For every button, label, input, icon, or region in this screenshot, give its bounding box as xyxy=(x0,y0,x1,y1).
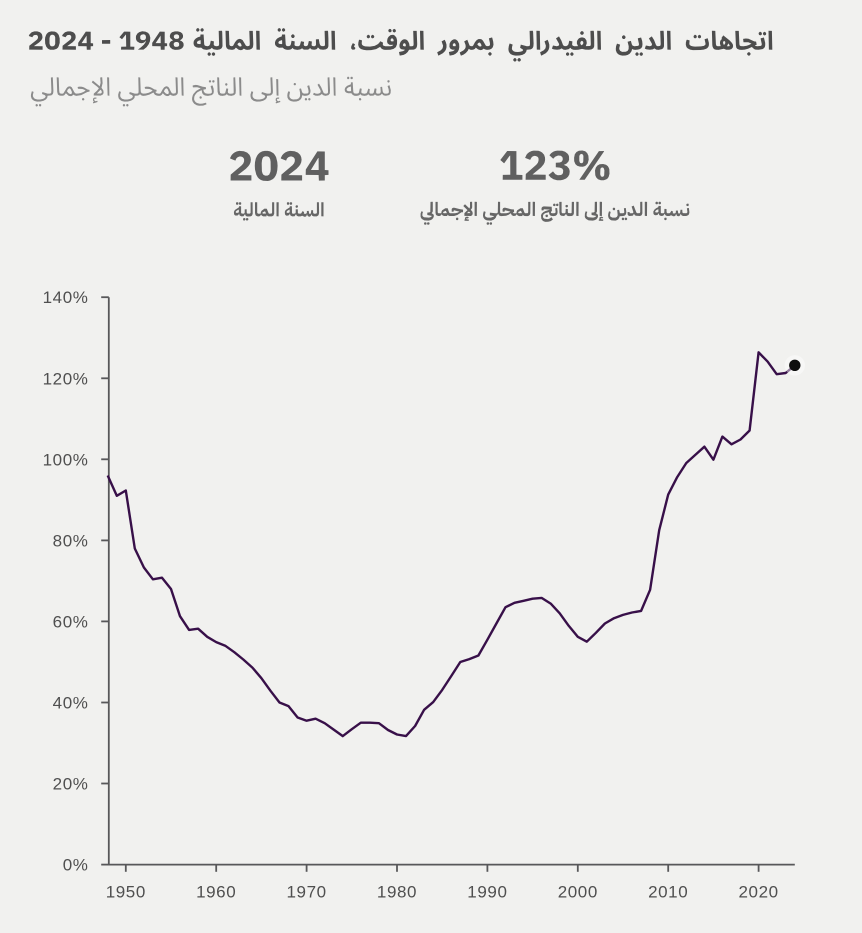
svg-text:0%: 0% xyxy=(63,856,89,875)
svg-text:100%: 100% xyxy=(43,450,89,469)
svg-text:1950: 1950 xyxy=(106,883,146,902)
svg-text:1980: 1980 xyxy=(377,883,417,902)
svg-text:20%: 20% xyxy=(53,775,89,794)
svg-text:2020: 2020 xyxy=(738,883,778,902)
svg-text:60%: 60% xyxy=(53,612,89,631)
svg-text:1960: 1960 xyxy=(196,883,236,902)
svg-text:120%: 120% xyxy=(43,369,89,388)
svg-text:140%: 140% xyxy=(43,288,89,307)
svg-text:2010: 2010 xyxy=(648,883,688,902)
svg-text:1990: 1990 xyxy=(467,883,507,902)
svg-text:1970: 1970 xyxy=(286,883,326,902)
svg-text:2000: 2000 xyxy=(558,883,598,902)
svg-text:80%: 80% xyxy=(53,531,89,550)
svg-text:40%: 40% xyxy=(53,694,89,713)
